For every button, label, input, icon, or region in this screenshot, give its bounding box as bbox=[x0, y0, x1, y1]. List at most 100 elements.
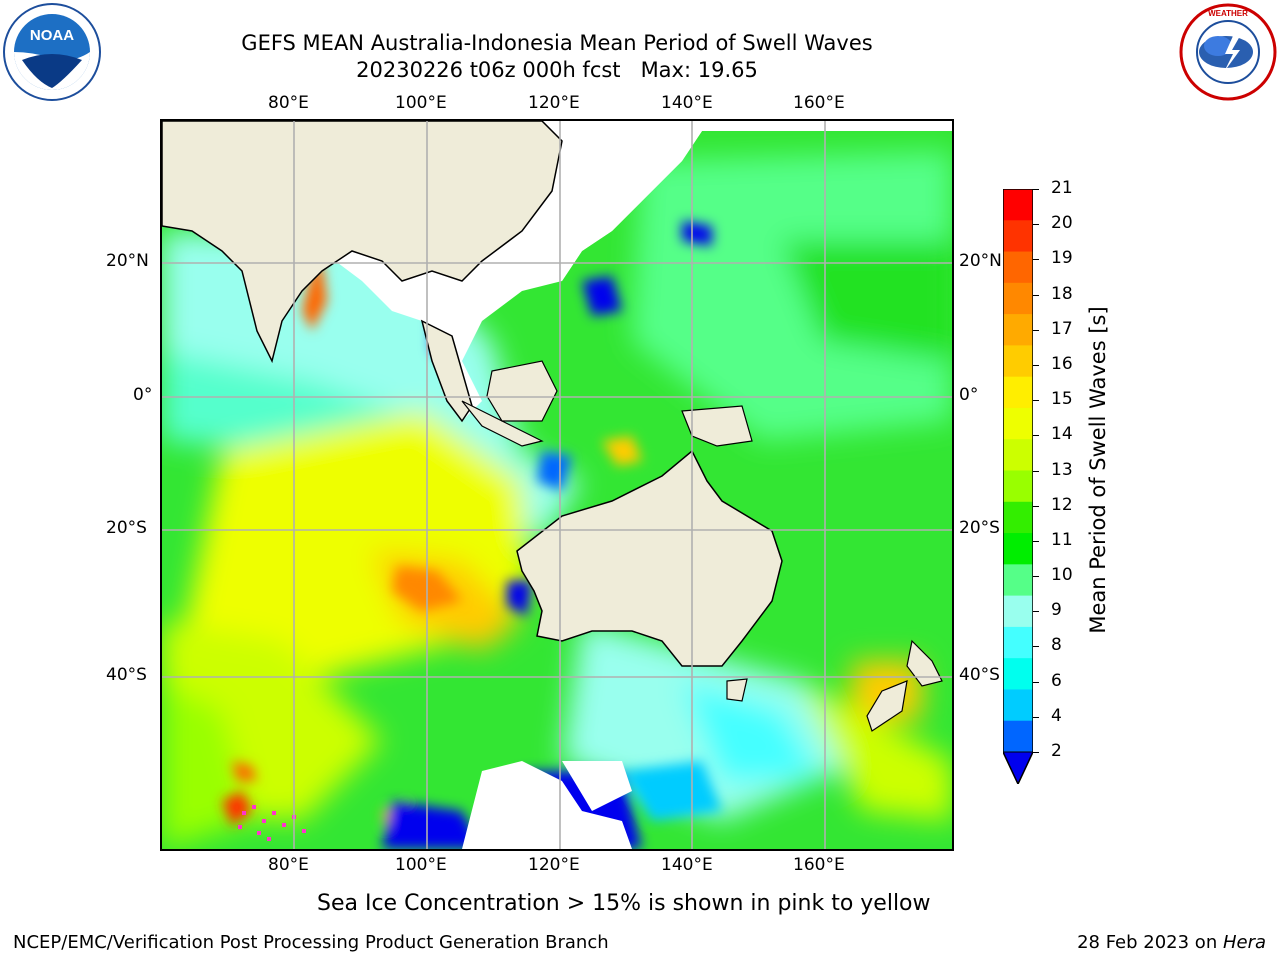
lon-tick-bottom: 80°E bbox=[268, 855, 309, 875]
colorbar-tick-mark bbox=[1033, 259, 1039, 261]
footer-date: 28 Feb 2023 on Hera bbox=[1077, 932, 1266, 953]
map-canvas bbox=[162, 121, 952, 849]
australia bbox=[516, 449, 783, 667]
lat-tick-right: 20°S bbox=[959, 518, 1000, 538]
colorbar-tick-mark bbox=[1033, 189, 1039, 190]
colorbar-swatch bbox=[1003, 595, 1033, 628]
colorbar-tick-label: 20 bbox=[1051, 213, 1073, 234]
colorbar-swatch bbox=[1003, 345, 1033, 378]
tasmania bbox=[726, 678, 748, 702]
colorbar-tick-label: 10 bbox=[1051, 565, 1073, 586]
colorbar-tick-mark bbox=[1033, 435, 1039, 437]
colorbar-tick-mark bbox=[1033, 294, 1039, 296]
colorbar-tick-mark bbox=[1033, 752, 1039, 753]
colorbar-tick-label: 21 bbox=[1051, 178, 1073, 198]
colorbar-label: Mean Period of Swell Waves [s] bbox=[1086, 306, 1110, 634]
lon-tick-bottom: 100°E bbox=[395, 855, 447, 875]
colorbar-tick-mark bbox=[1033, 329, 1039, 331]
footer-machine: Hera bbox=[1222, 932, 1266, 953]
nz-south-island bbox=[866, 680, 908, 732]
lon-tick-top: 80°E bbox=[268, 93, 309, 113]
colorbar-tick-mark bbox=[1033, 224, 1039, 226]
colorbar-swatch bbox=[1003, 564, 1033, 597]
svg-text:NOAA: NOAA bbox=[30, 27, 74, 44]
lat-tick-left: 20°N bbox=[106, 251, 149, 271]
colorbar-tick-mark bbox=[1033, 400, 1039, 402]
colorbar-tick-label: 2 bbox=[1051, 741, 1062, 761]
colorbar-outline bbox=[1002, 188, 1034, 786]
footer-branch: NCEP/EMC/Verification Post Processing Pr… bbox=[13, 932, 609, 953]
lon-tick-bottom: 160°E bbox=[793, 855, 845, 875]
malay-peninsula bbox=[420, 319, 473, 423]
lat-tick-left: 40°S bbox=[106, 665, 147, 685]
noaa-logo: NOAA bbox=[2, 2, 102, 102]
colorbar-tick-label: 8 bbox=[1051, 635, 1062, 656]
sea-ice-caption: Sea Ice Concentration > 15% is shown in … bbox=[317, 891, 931, 916]
colorbar-extend-triangle bbox=[1002, 751, 1034, 786]
colorbar-tick-mark bbox=[1033, 716, 1039, 718]
lat-tick-right: 0° bbox=[959, 385, 979, 405]
colorbar-tick-label: 14 bbox=[1051, 424, 1073, 445]
colorbar-tick-mark bbox=[1033, 540, 1039, 542]
lon-tick-top: 140°E bbox=[661, 93, 713, 113]
colorbar-swatch bbox=[1003, 314, 1033, 346]
colorbar bbox=[1002, 188, 1034, 786]
lon-tick-bottom: 120°E bbox=[528, 855, 580, 875]
lat-tick-left: 0° bbox=[133, 385, 153, 405]
nws-logo: WEATHER bbox=[1178, 2, 1278, 102]
plot-title-line1: GEFS MEAN Australia-Indonesia Mean Perio… bbox=[241, 31, 873, 55]
colorbar-tick-label: 6 bbox=[1051, 670, 1062, 691]
colorbar-tick-label: 11 bbox=[1051, 529, 1073, 550]
colorbar-swatch bbox=[1003, 189, 1033, 221]
colorbar-swatch bbox=[1003, 626, 1033, 659]
colorbar-swatch bbox=[1003, 376, 1033, 409]
colorbar-swatch bbox=[1003, 689, 1033, 722]
colorbar-swatch bbox=[1003, 470, 1033, 503]
lon-tick-top: 120°E bbox=[528, 93, 580, 113]
colorbar-swatch bbox=[1003, 501, 1033, 534]
colorbar-tick-label: 4 bbox=[1051, 705, 1062, 726]
colorbar-swatch bbox=[1003, 282, 1033, 315]
colorbar-tick-label: 17 bbox=[1051, 318, 1073, 339]
colorbar-tick-label: 18 bbox=[1051, 283, 1073, 304]
asia-landmass bbox=[162, 121, 563, 364]
colorbar-tick-label: 13 bbox=[1051, 459, 1073, 480]
colorbar-tick-mark bbox=[1033, 576, 1039, 578]
borneo bbox=[486, 360, 558, 422]
colorbar-tick-label: 9 bbox=[1051, 600, 1062, 621]
lon-tick-top: 160°E bbox=[793, 93, 845, 113]
lat-tick-left: 20°S bbox=[106, 518, 147, 538]
sumatra bbox=[461, 400, 544, 447]
colorbar-swatch bbox=[1003, 251, 1033, 284]
footer-date-text: 28 Feb 2023 on bbox=[1077, 932, 1223, 953]
plot-title-line2: 20230226 t06z 000h fcst Max: 19.65 bbox=[356, 58, 758, 82]
colorbar-tick-label: 15 bbox=[1051, 389, 1073, 410]
nz-north-island bbox=[906, 639, 943, 687]
colorbar-swatch bbox=[1003, 533, 1033, 565]
lat-tick-right: 20°N bbox=[959, 251, 1002, 271]
new-guinea bbox=[681, 405, 753, 447]
colorbar-swatch bbox=[1003, 439, 1033, 471]
lon-tick-top: 100°E bbox=[395, 93, 447, 113]
colorbar-swatch bbox=[1003, 720, 1033, 753]
colorbar-tick-mark bbox=[1033, 470, 1039, 472]
china-mask bbox=[522, 121, 952, 281]
colorbar-tick-label: 12 bbox=[1051, 494, 1073, 515]
colorbar-tick-mark bbox=[1033, 505, 1039, 507]
colorbar-tick-mark bbox=[1033, 681, 1039, 683]
colorbar-tick-mark bbox=[1033, 364, 1039, 366]
colorbar-tick-mark bbox=[1033, 611, 1039, 613]
lat-tick-right: 40°S bbox=[959, 665, 1000, 685]
colorbar-swatch bbox=[1003, 658, 1033, 690]
colorbar-swatch bbox=[1003, 407, 1033, 440]
swell-period-map bbox=[160, 119, 954, 851]
colorbar-swatch bbox=[1003, 220, 1033, 253]
lon-tick-bottom: 140°E bbox=[661, 855, 713, 875]
graticule bbox=[162, 121, 952, 849]
colorbar-tick-label: 19 bbox=[1051, 248, 1073, 269]
colorbar-swatches bbox=[1002, 188, 1034, 786]
colorbar-tick-label: 16 bbox=[1051, 353, 1073, 374]
svg-text:WEATHER: WEATHER bbox=[1208, 9, 1248, 18]
colorbar-tick-mark bbox=[1033, 646, 1039, 648]
ice-mask bbox=[462, 761, 632, 849]
